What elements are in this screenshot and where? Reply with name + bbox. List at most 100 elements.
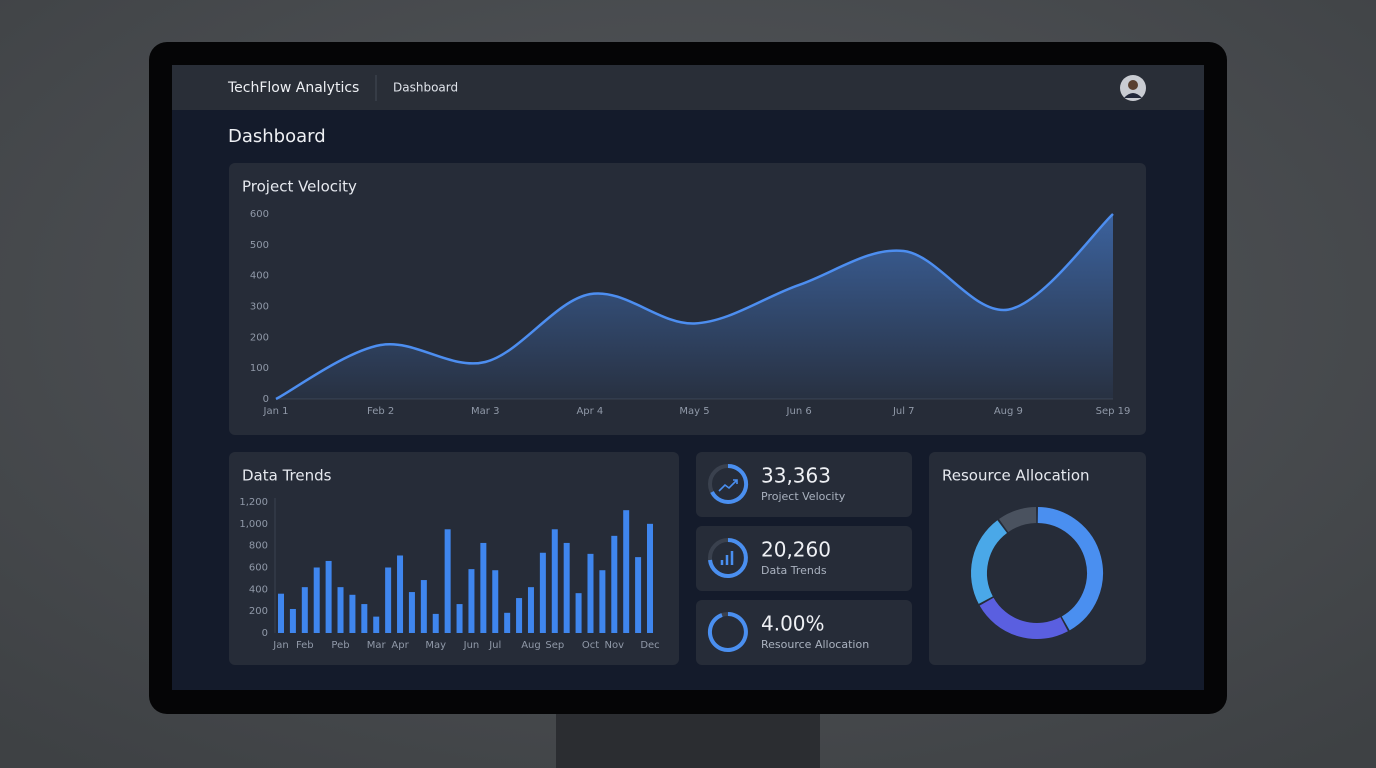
card	[696, 452, 912, 517]
x-tick-label: Sep	[545, 640, 564, 651]
area	[276, 214, 1113, 399]
x-tick-label: Jun 6	[786, 406, 812, 417]
bar	[456, 604, 463, 633]
kpi-label: Resource Allocation	[761, 638, 869, 651]
y-tick-label: 600	[249, 563, 268, 574]
bar	[420, 580, 427, 633]
bar	[278, 593, 284, 633]
bar	[575, 593, 582, 633]
page-title: Dashboard	[228, 126, 326, 147]
donut-segment	[979, 597, 1068, 639]
kpi-value: 33,363	[761, 464, 831, 488]
kpi-card: 33,363 Project Velocity	[696, 452, 912, 517]
bar	[635, 557, 642, 633]
x-tick-label: Jul	[488, 640, 501, 651]
x-tick-label: Mar	[367, 640, 387, 651]
bar	[587, 553, 594, 633]
y-tick-label: 200	[249, 606, 268, 617]
x-tick-label: Oct	[582, 640, 599, 651]
y-tick-label: 1,000	[239, 519, 268, 530]
bar	[325, 560, 332, 633]
bar	[385, 567, 392, 633]
bar	[539, 552, 546, 633]
bar	[563, 542, 570, 633]
kpi-value: 20,260	[761, 538, 831, 562]
avatar-head	[1128, 80, 1138, 90]
bar	[623, 510, 630, 633]
y-tick-label: 1,200	[239, 497, 268, 508]
y-tick-label: 200	[250, 332, 269, 343]
donut-segment	[999, 507, 1037, 533]
x-tick-label: May 5	[679, 406, 709, 417]
y-tick-label: 0	[263, 394, 269, 405]
chart-title: Resource Allocation	[942, 467, 1090, 485]
bar	[397, 555, 404, 633]
y-tick-label: 100	[250, 363, 269, 374]
x-tick-label: Apr 4	[576, 406, 603, 417]
bar	[349, 594, 356, 633]
y-tick-label: 600	[250, 209, 269, 220]
x-tick-label: Sep 19	[1096, 406, 1131, 417]
kpi-card: 4.00% Resource Allocation	[696, 600, 912, 665]
bar	[444, 529, 451, 633]
x-tick-label: Aug 9	[994, 406, 1023, 417]
x-tick-label: Mar 3	[471, 406, 499, 417]
x-tick-label: Nov	[605, 640, 625, 651]
bar	[313, 567, 320, 633]
x-tick-label: Jul 7	[892, 406, 915, 417]
y-tick-label: 0	[262, 628, 268, 639]
avatar[interactable]	[1120, 75, 1146, 101]
bar	[468, 569, 475, 633]
bar	[611, 535, 618, 633]
x-tick-label: Jan 1	[263, 406, 289, 417]
donut-segment	[1037, 507, 1103, 631]
x-tick-label: May	[425, 640, 446, 651]
bar	[432, 613, 439, 633]
icon	[718, 479, 738, 492]
x-tick-label: Dec	[640, 640, 659, 651]
card	[696, 600, 912, 665]
ring-arc	[707, 612, 748, 652]
bar	[301, 587, 308, 633]
chart-title: Data Trends	[242, 467, 332, 485]
bar	[408, 592, 415, 633]
kpi-card: 20,260 Data Trends	[696, 526, 912, 591]
bar	[492, 570, 499, 633]
donut-segment	[971, 520, 1008, 604]
y-tick-label: 400	[250, 271, 269, 282]
kpi-value: 4.00%	[761, 612, 825, 636]
bar	[599, 570, 606, 633]
bar	[647, 523, 653, 633]
nav-link[interactable]: Dashboard	[393, 81, 458, 95]
top-bar	[172, 65, 1204, 110]
y-tick-label: 300	[250, 302, 269, 313]
x-tick-label: Feb 2	[367, 406, 394, 417]
ring-arc	[708, 538, 748, 578]
kpi-label: Project Velocity	[761, 490, 846, 503]
x-tick-label: Jun	[463, 640, 480, 651]
line	[275, 213, 1114, 401]
kpi-label: Data Trends	[761, 564, 827, 577]
brand[interactable]: TechFlow Analytics	[227, 80, 359, 96]
avatar-body	[1124, 93, 1142, 98]
chart-title: Project Velocity	[242, 178, 357, 196]
bar	[527, 587, 534, 633]
ring-arc	[710, 463, 749, 504]
icon	[720, 551, 734, 565]
bar	[480, 542, 487, 633]
x-tick-label: Apr	[391, 640, 409, 651]
card	[929, 452, 1146, 665]
bar	[504, 612, 511, 633]
bar	[289, 608, 296, 633]
y-tick-label: 400	[249, 584, 268, 595]
x-tick-label: Peb	[331, 640, 349, 651]
bar	[361, 604, 368, 633]
bar	[516, 598, 523, 633]
x-tick-label: Jan	[272, 640, 288, 651]
card	[696, 526, 912, 591]
bar	[551, 529, 558, 633]
x-tick-label: Aug	[521, 640, 541, 651]
y-tick-label: 800	[249, 541, 268, 552]
